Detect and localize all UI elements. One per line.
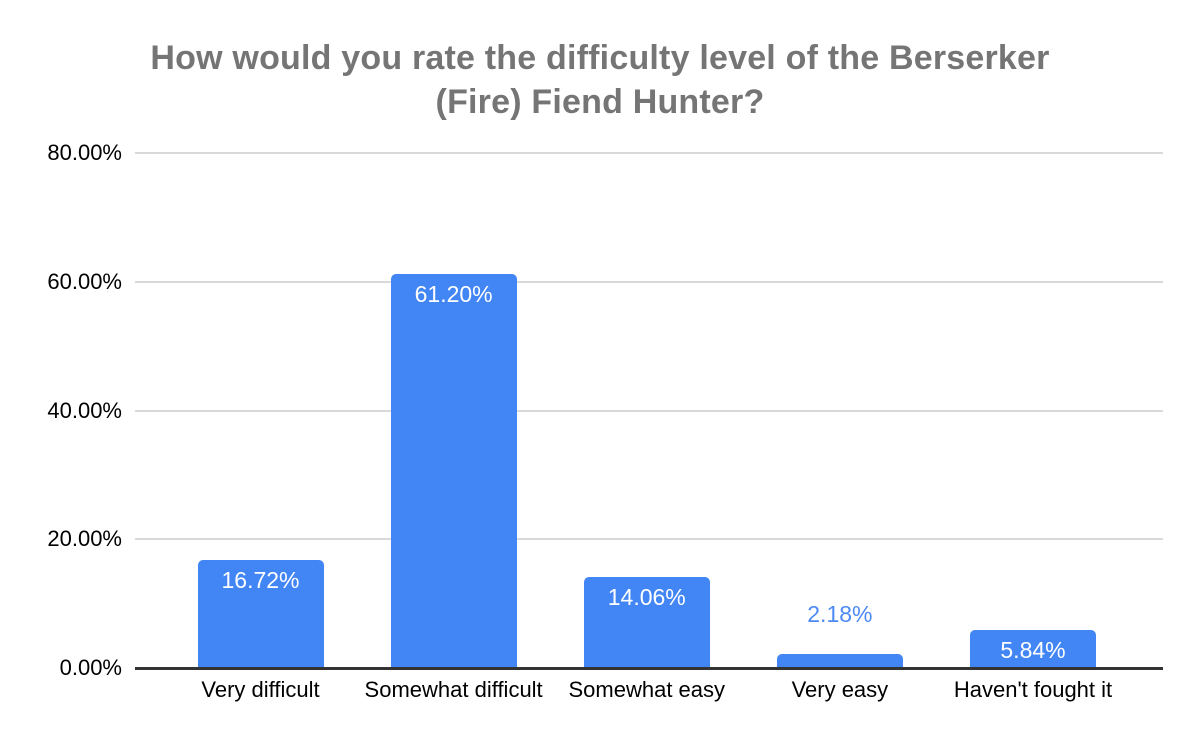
y-axis-tick-label: 60.00% — [47, 268, 122, 294]
bar-value-label: 61.20% — [414, 281, 493, 308]
chart-title: How would you rate the difficulty level … — [0, 36, 1200, 124]
bar: 61.20% — [390, 274, 517, 668]
chart-title-line-1: How would you rate the difficulty level … — [150, 39, 1050, 77]
bar: 5.84% — [970, 630, 1096, 668]
x-axis-category-label: Somewhat easy — [568, 677, 726, 702]
y-axis-tick-label: 80.00% — [47, 140, 122, 165]
y-axis-tick-label: 40.00% — [47, 397, 122, 423]
bar-value-label: 5.84% — [1000, 637, 1066, 664]
x-axis-category-label: Very easy — [791, 677, 889, 702]
gridline — [135, 538, 1163, 541]
bar: 14.06% — [583, 577, 710, 668]
chart-title-line-2: (Fire) Fiend Hunter? — [435, 83, 765, 121]
x-axis-category-label: Haven't fought it — [953, 677, 1113, 702]
x-axis-category-label: Somewhat difficult — [364, 677, 543, 702]
bar-value-label: 14.06% — [607, 584, 686, 611]
x-axis-category-label: Very difficult — [201, 677, 320, 702]
gridline — [135, 409, 1163, 412]
bar-value-label: 2.18% — [807, 600, 873, 627]
y-axis-tick-label: 0.00% — [59, 655, 122, 680]
y-axis-tick-label: 20.00% — [47, 526, 122, 552]
bar-value-label: 16.72% — [221, 567, 300, 594]
x-axis-baseline — [135, 666, 1163, 670]
bar: 16.72% — [197, 560, 324, 668]
bar — [776, 653, 903, 668]
gridline — [135, 280, 1163, 283]
gridline — [135, 152, 1163, 154]
